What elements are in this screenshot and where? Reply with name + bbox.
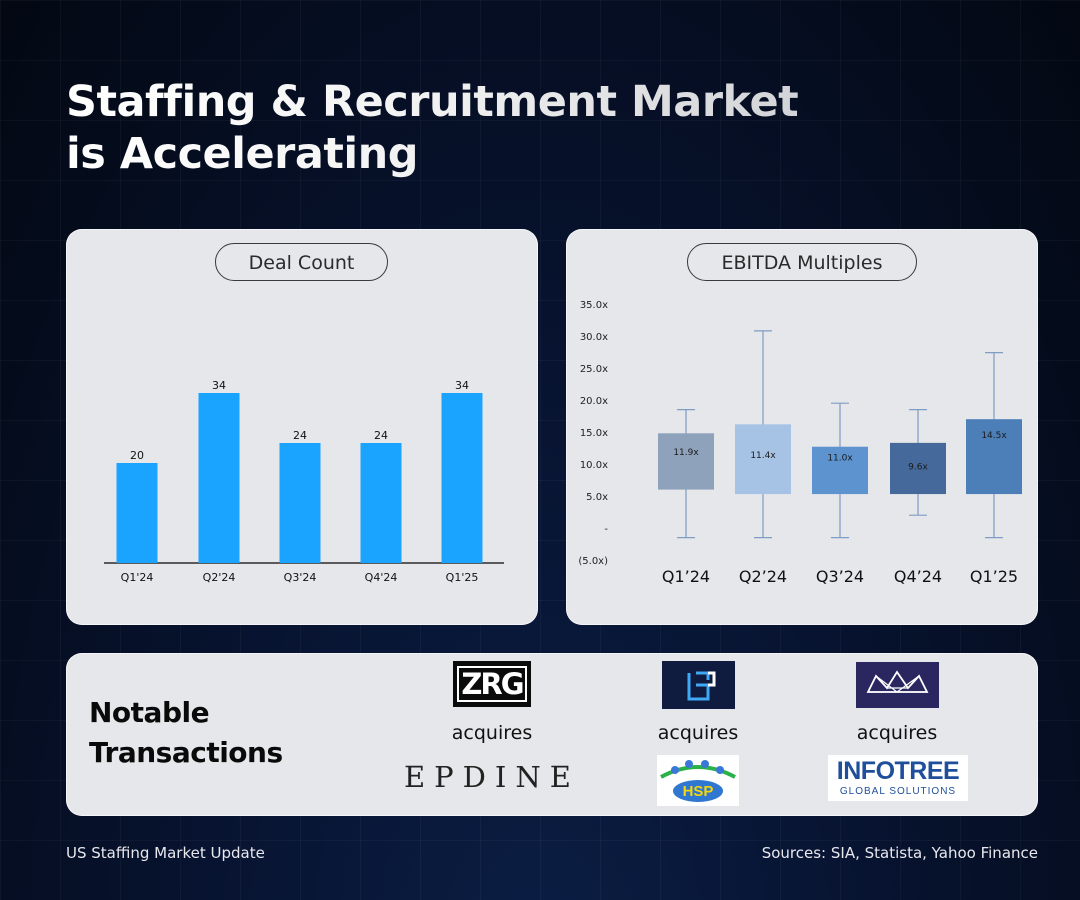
- ebitda-x-tick-label: Q4’24: [894, 567, 942, 586]
- page-title-line-1: Staffing & Recruitment Market: [66, 77, 799, 127]
- deal-count-tick-label: Q2'24: [203, 571, 236, 584]
- hsp-logo-text: HSP: [683, 783, 714, 800]
- deal-count-bar: [198, 393, 240, 563]
- ebitda-box: [890, 442, 946, 495]
- deal-count-data-label: 24: [293, 429, 307, 442]
- epdine-logo: EPDINE: [404, 760, 580, 794]
- ebitda-y-tick-label: 10.0x: [580, 460, 608, 471]
- deal-count-tick-label: Q1'25: [446, 571, 479, 584]
- page-title-line-2: is Accelerating: [66, 129, 419, 179]
- deal-count-tick-label: Q1'24: [121, 571, 154, 584]
- ebitda-box: [966, 419, 1022, 495]
- ebitda-multiples-chart: 35.0x 30.0x 25.0x 20.0x 15.0x 10.0x 5.0x - (5.0x…: [578, 300, 1022, 586]
- ebitda-box: [658, 433, 714, 490]
- infotree-logo-tagline: GLOBAL SOLUTIONS: [839, 786, 957, 797]
- ebitda-multiples-title: EBITDA Multiples: [687, 243, 917, 281]
- ebitda-median-label: 11.0x: [827, 454, 853, 464]
- zrg-logo-text: ZRG: [457, 666, 527, 702]
- footer-sources-text: Sources: SIA, Statista, Yahoo Finance: [761, 844, 1038, 862]
- ebitda-box: [812, 446, 868, 495]
- deal-count-bar: [441, 393, 483, 563]
- deal-count-tick-label: Q3'24: [284, 571, 317, 584]
- deal-count-title: Deal Count: [215, 243, 388, 281]
- footer-left-text: US Staffing Market Update: [66, 844, 265, 862]
- acquirer-3-logo-icon: [856, 662, 939, 708]
- ebitda-y-tick-label: (5.0x): [578, 556, 608, 567]
- ebitda-x-tick-label: Q3’24: [816, 567, 864, 586]
- hsp-logo-graphic-icon: HSP: [657, 755, 739, 806]
- zrg-logo: ZRG: [453, 661, 531, 707]
- transactions-title: Notable Transactions: [89, 693, 283, 773]
- deal-count-card: Deal Count 20 Q1'24 34 Q2'24 24 Q3'24 24 Q4'24 3…: [66, 229, 538, 625]
- deal-count-bar: [279, 443, 321, 563]
- ebitda-y-tick-label: 20.0x: [580, 396, 608, 407]
- ebitda-y-tick-label: -: [604, 524, 608, 535]
- infotree-logo-text: INFOTREE: [836, 757, 960, 785]
- deal-2-verb: acquires: [657, 722, 739, 744]
- acquirer-2-logo-icon: [662, 661, 735, 709]
- deal-3-verb: acquires: [856, 722, 938, 744]
- ebitda-x-tick-label: Q1’24: [662, 567, 710, 586]
- ebitda-median-label: 11.9x: [673, 448, 699, 458]
- deal-count-chart: 20 Q1'24 34 Q2'24 24 Q3'24 24 Q4'24 34 Q1'25: [104, 379, 504, 584]
- ebitda-y-tick-label: 30.0x: [580, 332, 608, 343]
- acquirer-2-mark-icon: [687, 671, 716, 701]
- ebitda-multiples-card: EBITDA Multiples 35.0x 30.0x 25.0x 20.0x 15.…: [566, 229, 1038, 625]
- ebitda-y-tick-label: 35.0x: [580, 300, 608, 311]
- deal-count-data-label: 20: [130, 449, 144, 462]
- deal-count-data-label: 34: [455, 379, 469, 392]
- ebitda-y-tick-label: 5.0x: [586, 492, 608, 503]
- ebitda-y-tick-label: 15.0x: [580, 428, 608, 439]
- ebitda-median-label: 11.4x: [750, 451, 776, 461]
- transactions-title-line-2: Transactions: [89, 736, 283, 769]
- deal-count-tick-label: Q4'24: [365, 571, 398, 584]
- deal-count-bar: [116, 463, 158, 563]
- notable-transactions-card: Notable Transactions ZRG acquires EPDINE…: [66, 653, 1038, 816]
- ebitda-x-tick-label: Q2’24: [739, 567, 787, 586]
- deal-count-data-label: 34: [212, 379, 226, 392]
- infotree-logo: INFOTREE GLOBAL SOLUTIONS: [828, 755, 968, 801]
- hsp-logo: HSP: [657, 755, 739, 806]
- ebitda-box: [735, 424, 791, 495]
- page-title: Staffing & Recruitment Market is Acceler…: [66, 76, 966, 180]
- deal-1-verb: acquires: [451, 722, 533, 744]
- deal-count-data-label: 24: [374, 429, 388, 442]
- ebitda-median-label: 9.6x: [908, 463, 928, 473]
- ebitda-median-label: 14.5x: [981, 431, 1007, 441]
- ebitda-y-tick-label: 25.0x: [580, 364, 608, 375]
- ebitda-x-tick-label: Q1’25: [970, 567, 1018, 586]
- deal-count-bar: [360, 443, 402, 563]
- crown-icon: [866, 670, 929, 693]
- transactions-title-line-1: Notable: [89, 696, 210, 729]
